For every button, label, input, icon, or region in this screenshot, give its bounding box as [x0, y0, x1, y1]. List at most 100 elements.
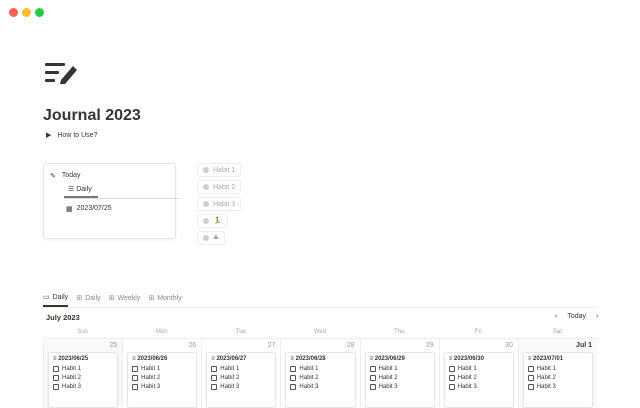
checkbox-icon	[448, 383, 455, 390]
today-card: ✎ Today ☰ Daily ▦ 2023/07/25	[43, 163, 179, 239]
calendar-icon: ▦	[66, 206, 73, 213]
checkbox-icon	[211, 383, 218, 390]
habit-button[interactable]: Habit 1	[197, 163, 242, 177]
habit-checkbox[interactable]: Habit 1	[53, 364, 113, 373]
calendar-day[interactable]: 25 ≡ 2023/06/25 Habit 1 Habit 2 Habit 3	[43, 338, 123, 408]
toggle-label: How to Use?	[57, 131, 98, 139]
weekday-label: Tue	[235, 329, 246, 335]
tab-daily-gallery[interactable]: ⊞ Daily	[76, 294, 101, 303]
entry-title: ≡ 2023/06/26	[132, 356, 168, 362]
checkbox-icon	[211, 365, 218, 372]
journal-edit-icon	[45, 63, 77, 84]
habit-checkbox[interactable]: Habit 2	[132, 373, 192, 382]
checkbox-icon	[527, 374, 534, 381]
checkbox-icon	[448, 374, 455, 381]
maximize-window-button[interactable]	[35, 8, 44, 17]
habit-checkbox[interactable]: Habit 3	[369, 382, 430, 391]
entry-title: ≡ 2023/06/28	[290, 356, 326, 362]
page-icon: ≡	[527, 356, 532, 362]
habit-checkbox[interactable]: Habit 3	[527, 382, 588, 391]
journal-entry-card[interactable]: ≡ 2023/07/01 Habit 1 Habit 2 Habit 3	[522, 352, 593, 408]
checkbox-icon	[211, 374, 218, 381]
habit-checkbox[interactable]: Habit 2	[448, 373, 509, 382]
calendar-day[interactable]: 27 ≡ 2023/06/27 Habit 1 Habit 2 Habit 3	[201, 338, 281, 408]
checkbox-icon	[369, 374, 376, 381]
habit-checkbox[interactable]: Habit 2	[290, 373, 350, 382]
minimize-window-button[interactable]	[22, 8, 31, 17]
checkbox-icon	[527, 383, 534, 390]
day-number: 30	[505, 342, 513, 349]
gallery-icon: ⊞	[108, 295, 115, 302]
page-icon: ≡	[211, 356, 215, 362]
calendar-nav: ‹ Today ›	[555, 313, 598, 320]
view-tabs: ☰ Daily	[64, 185, 179, 199]
journal-entry-card[interactable]: ≡ 2023/06/28 Habit 1 Habit 2 Habit 3	[285, 352, 356, 408]
habit-checkbox[interactable]: Habit 1	[527, 364, 588, 373]
habit-checkbox[interactable]: Habit 3	[448, 382, 509, 391]
calendar-day[interactable]: 30 ≡ 2023/06/30 Habit 1 Habit 2 Habit 3	[438, 338, 518, 408]
chevron-right-icon[interactable]: ›	[596, 313, 599, 320]
day-number: Jul 1	[576, 342, 592, 349]
day-number: 26	[188, 342, 197, 349]
calendar-day[interactable]: 29 ≡ 2023/06/29 Habit 1 Habit 2 Habit 3	[359, 338, 439, 408]
habit-checkbox[interactable]: Habit 3	[290, 382, 350, 391]
today-button[interactable]: Today	[567, 313, 587, 320]
checkbox-icon	[527, 365, 534, 372]
calendar-grid: Sun Mon Tue Wed Thu Fri Sat 25 ≡ 2023/06/25 Habit…	[43, 326, 597, 408]
close-window-button[interactable]	[9, 8, 18, 17]
habit-button[interactable]: Habit 2	[197, 180, 242, 194]
journal-entry-card[interactable]: ≡ 2023/06/25 Habit 1 Habit 2 Habit 3	[48, 352, 119, 408]
habit-checkbox[interactable]: Habit 1	[132, 364, 192, 373]
habit-checkbox[interactable]: Habit 2	[211, 373, 271, 382]
calendar-day[interactable]: 28 ≡ 2023/06/28 Habit 1 Habit 2 Habit 3	[280, 338, 360, 408]
tab-daily-calendar[interactable]: ▭ Daily	[43, 293, 69, 307]
checkbox-icon	[132, 374, 139, 381]
habit-checkbox[interactable]: Habit 2	[527, 373, 588, 382]
calendar-day[interactable]: 26 ≡ 2023/06/26 Habit 1 Habit 2 Habit 3	[122, 338, 202, 408]
check-circle-icon	[203, 235, 209, 241]
habit-checkbox[interactable]: Habit 2	[53, 373, 113, 382]
chevron-left-icon[interactable]: ‹	[555, 313, 558, 320]
journal-entry-card[interactable]: ≡ 2023/06/30 Habit 1 Habit 2 Habit 3	[443, 352, 514, 408]
habit-button[interactable]: 🏃	[197, 214, 228, 228]
entry-title: ≡ 2023/06/27	[211, 356, 247, 362]
entry-title: ≡ 2023/06/29	[369, 356, 405, 362]
tab-monthly[interactable]: ⊞ Monthly	[148, 294, 182, 303]
habit-button[interactable]: ⛰	[197, 231, 225, 245]
how-to-use-toggle[interactable]: ▶ How to Use?	[46, 131, 98, 140]
checkbox-icon	[290, 383, 297, 390]
today-entry[interactable]: ▦ 2023/07/25	[66, 205, 112, 213]
tab-weekly[interactable]: ⊞ Weekly	[108, 294, 141, 303]
habit-button[interactable]: Habit 3	[197, 197, 242, 211]
journal-entry-card[interactable]: ≡ 2023/06/27 Habit 1 Habit 2 Habit 3	[206, 352, 277, 408]
weekday-label: Sat	[552, 329, 562, 335]
calendar-day[interactable]: Jul 1 ≡ 2023/07/01 Habit 1 Habit 2 Habit 3	[517, 338, 597, 408]
habit-checkbox[interactable]: Habit 1	[211, 364, 271, 373]
habit-checkbox[interactable]: Habit 3	[211, 382, 271, 391]
habit-checkbox[interactable]: Habit 3	[132, 382, 192, 391]
journal-entry-card[interactable]: ≡ 2023/06/29 Habit 1 Habit 2 Habit 3	[364, 352, 435, 408]
divider	[43, 307, 597, 308]
day-number: 27	[267, 342, 276, 349]
page-icon: ≡	[448, 356, 453, 362]
page-icon: ≡	[53, 356, 57, 362]
checkbox-icon	[53, 374, 59, 381]
habit-checkbox[interactable]: Habit 2	[369, 373, 430, 382]
gallery-icon: ⊞	[76, 295, 83, 302]
habit-checkbox[interactable]: Habit 3	[53, 382, 113, 391]
checkbox-icon	[448, 365, 455, 372]
weekday-label: Wed	[313, 329, 327, 335]
day-number: 28	[346, 342, 355, 349]
habit-checkbox[interactable]: Habit 1	[369, 364, 430, 373]
habit-checkbox[interactable]: Habit 1	[448, 364, 509, 373]
checkbox-icon	[369, 365, 376, 372]
day-number: 29	[425, 342, 434, 349]
habit-checkbox[interactable]: Habit 1	[290, 364, 350, 373]
checkbox-icon	[132, 365, 139, 372]
weekday-label: Mon	[155, 329, 168, 335]
weekday-label: Sun	[77, 329, 88, 335]
tab-daily-list[interactable]: ☰ Daily	[64, 185, 98, 198]
checkbox-icon	[53, 365, 59, 372]
page-icon: ≡	[369, 356, 374, 362]
today-heading: ✎ Today	[50, 172, 81, 180]
